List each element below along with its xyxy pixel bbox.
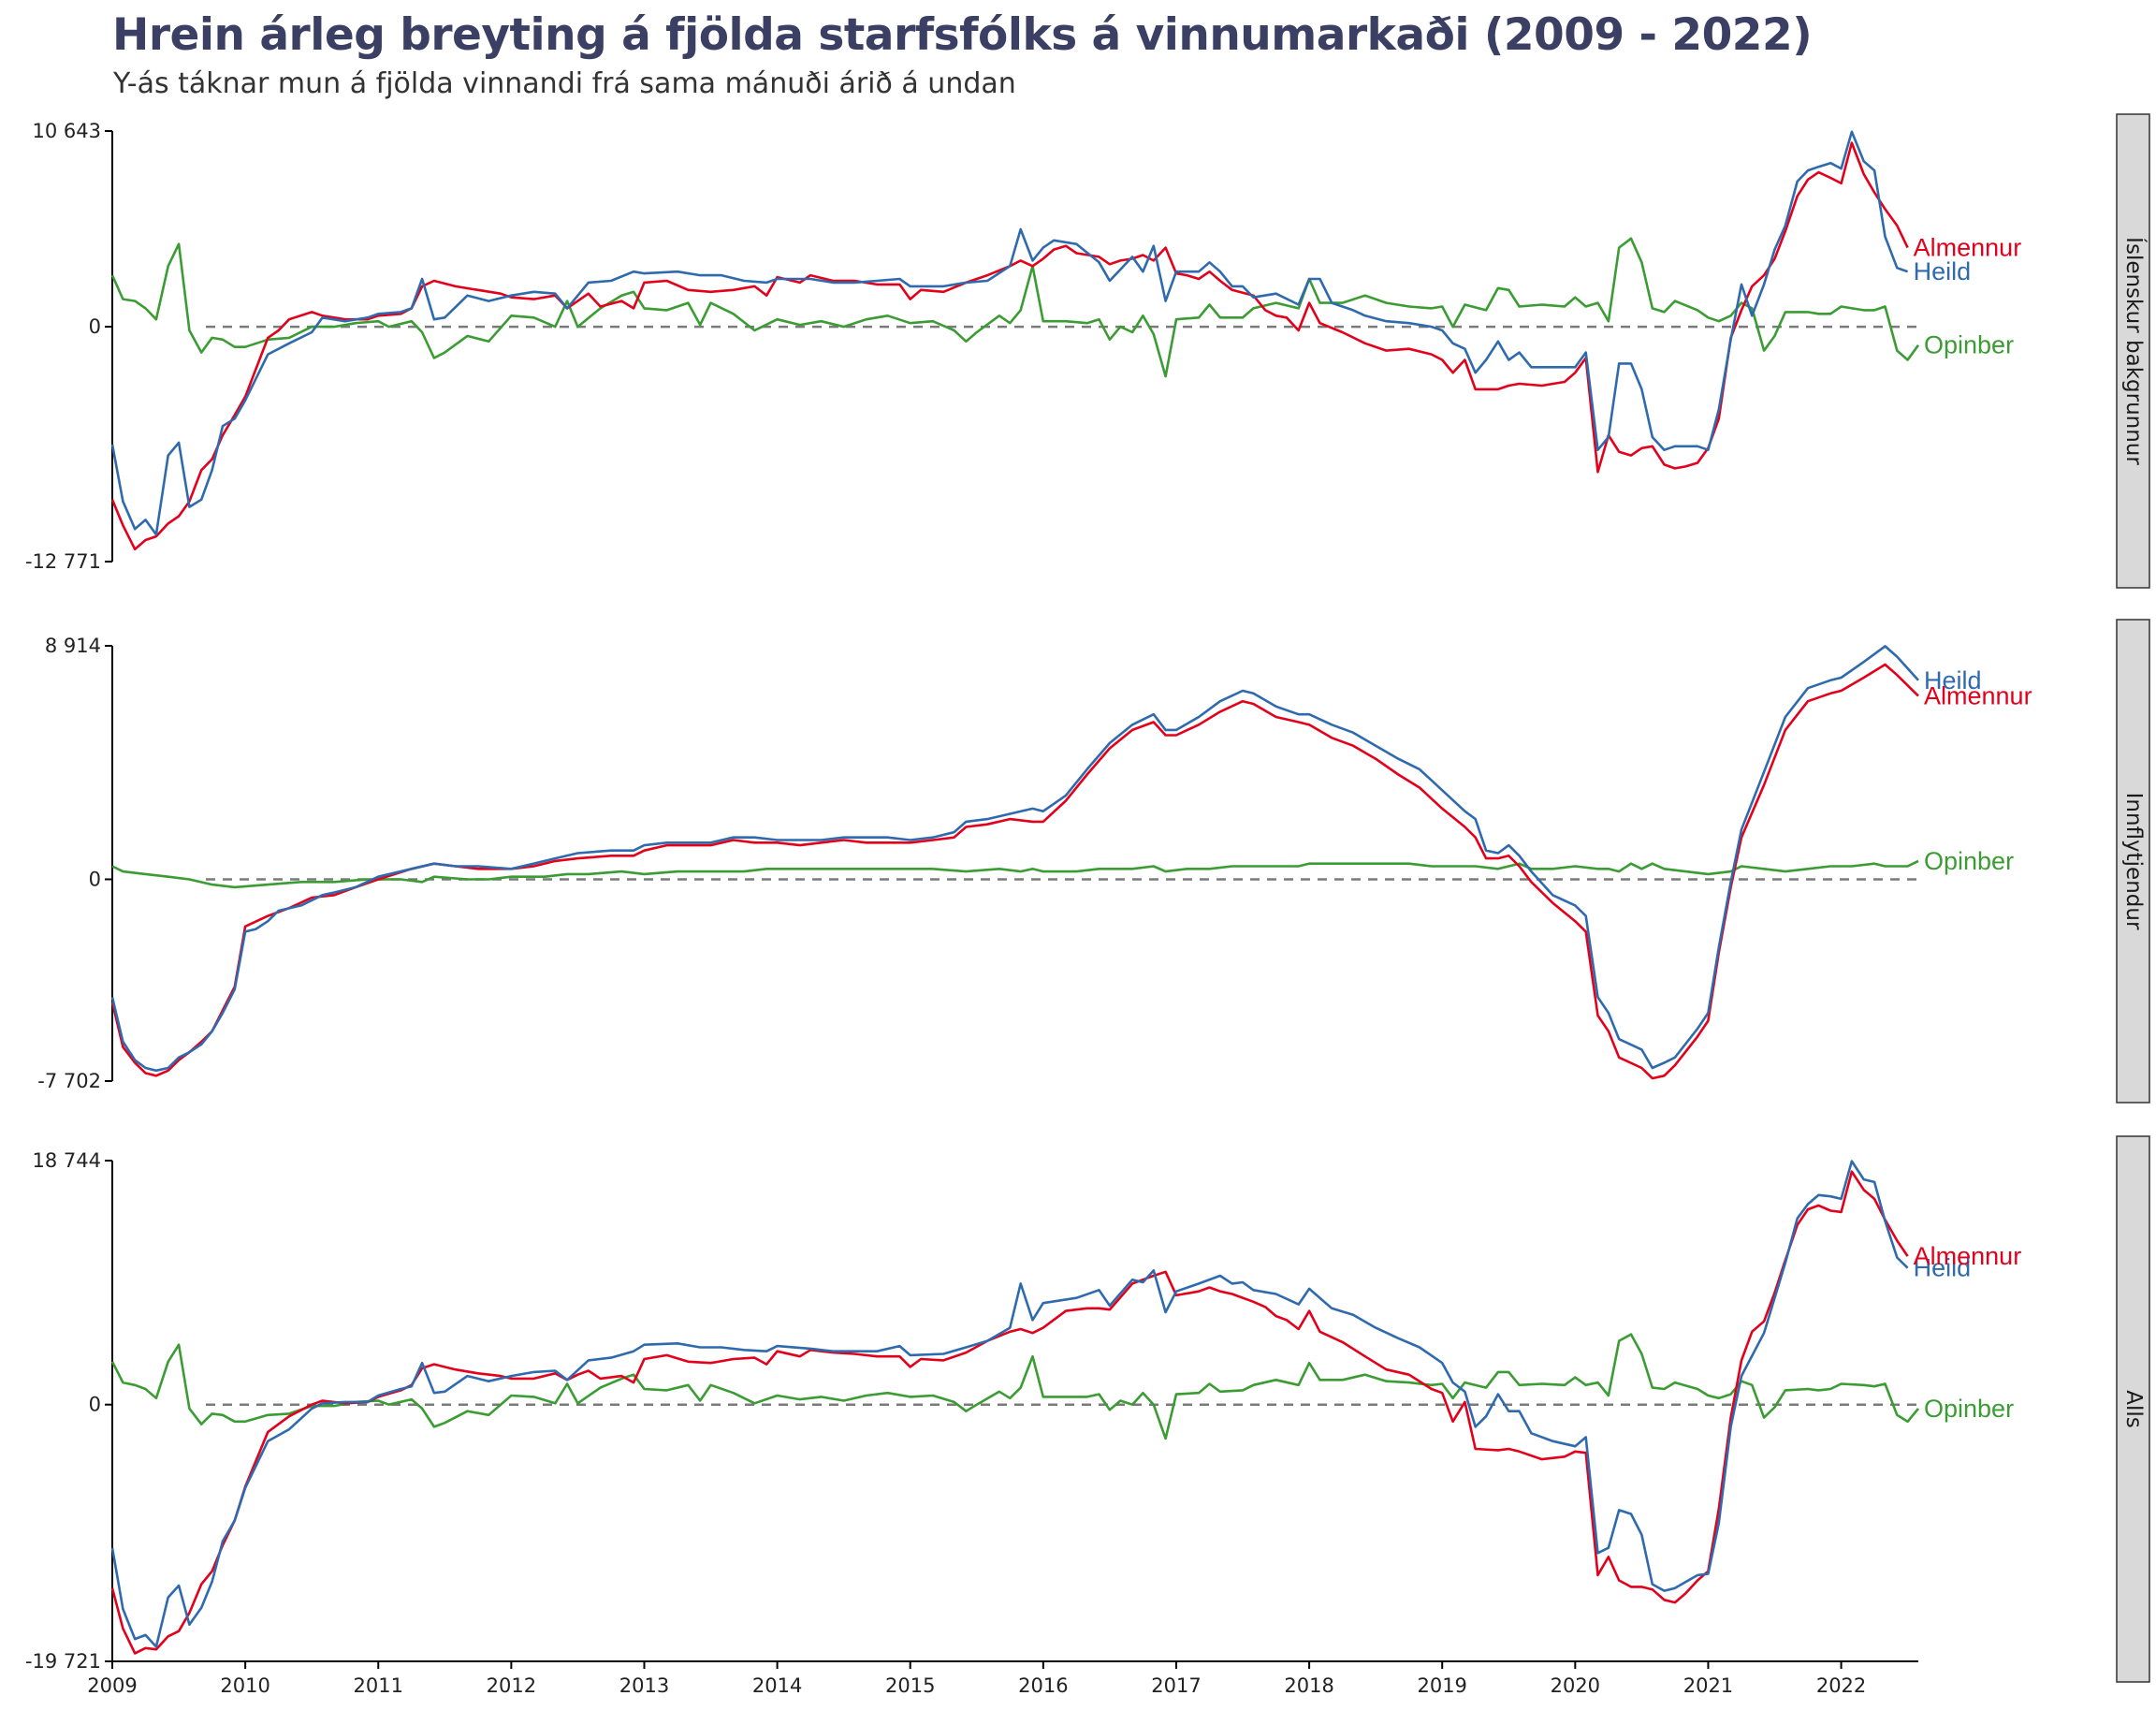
y-tick-label: 8 914 bbox=[45, 635, 101, 657]
facet-strip bbox=[2116, 1135, 2150, 1683]
series-label-almennur: Almennur bbox=[1914, 234, 2022, 262]
x-tick-label: 2015 bbox=[885, 1674, 935, 1697]
series-label-heild: Heild bbox=[1914, 1254, 1972, 1282]
series-label-opinber: Opinber bbox=[1924, 331, 2014, 359]
facet-strip-label: Íslenskur bakgrunnur bbox=[2121, 237, 2148, 465]
facet-strip-label: Alls bbox=[2121, 1390, 2146, 1428]
x-tick-label: 2011 bbox=[354, 1674, 403, 1697]
series-line-almennur bbox=[110, 141, 1909, 551]
series-label-opinber: Opinber bbox=[1924, 847, 2014, 875]
x-tick-label: 2014 bbox=[752, 1674, 802, 1697]
x-tick-label: 2018 bbox=[1284, 1674, 1333, 1697]
series-label-opinber: Opinber bbox=[1924, 1395, 2014, 1423]
y-tick-label: -19 721 bbox=[25, 1650, 101, 1673]
series-line-opinber bbox=[110, 1333, 1920, 1440]
x-tick-label: 2022 bbox=[1816, 1674, 1866, 1697]
chart-title: Hrein árleg breyting á fjölda starfsfólk… bbox=[112, 9, 1813, 61]
series-line-heild bbox=[110, 1160, 1909, 1648]
x-tick-label: 2021 bbox=[1683, 1674, 1733, 1697]
series-label-almennur: Almennur bbox=[1924, 682, 2032, 710]
series-line-opinber bbox=[110, 237, 1920, 378]
series-line-heild bbox=[110, 130, 1909, 536]
series-line-almennur bbox=[110, 1170, 1909, 1655]
facet-strip bbox=[2116, 619, 2150, 1104]
x-tick-label: 2010 bbox=[220, 1674, 270, 1697]
x-tick-label: 2017 bbox=[1151, 1674, 1201, 1697]
x-axis: 2009 2010 2011 2012 2013 2014 2015 2016 2017 2018… bbox=[87, 1660, 1918, 1697]
series-line-almennur bbox=[110, 663, 1919, 1080]
series-label-almennur: Almennur bbox=[1914, 1242, 2022, 1270]
x-tick-label: 2013 bbox=[619, 1674, 669, 1697]
y-tick-label: 18 744 bbox=[33, 1149, 101, 1172]
series-line-opinber bbox=[111, 859, 1919, 889]
series-label-heild: Heild bbox=[1914, 257, 1972, 285]
y-tick-label: 10 643 bbox=[33, 120, 101, 142]
facet-strip bbox=[2116, 113, 2150, 589]
x-tick-label: 2009 bbox=[87, 1674, 137, 1697]
y-tick-label: -12 771 bbox=[25, 550, 101, 573]
series-line-heild bbox=[110, 645, 1919, 1073]
chart-subtitle: Y-ás táknar mun á fjölda vinnandi frá sa… bbox=[113, 67, 1016, 100]
x-tick-label: 2020 bbox=[1551, 1674, 1600, 1697]
y-tick-label: 0 bbox=[89, 315, 101, 338]
series-label-heild: Heild bbox=[1924, 666, 1982, 694]
x-tick-label: 2016 bbox=[1018, 1674, 1068, 1697]
y-tick-label: 0 bbox=[89, 868, 101, 890]
x-tick-label: 2012 bbox=[487, 1674, 536, 1697]
y-tick-label: 0 bbox=[89, 1394, 101, 1416]
y-tick-label: -7 702 bbox=[37, 1070, 101, 1092]
facet-strip-label: Innflytjendur bbox=[2121, 793, 2146, 930]
x-tick-label: 2019 bbox=[1417, 1674, 1466, 1697]
